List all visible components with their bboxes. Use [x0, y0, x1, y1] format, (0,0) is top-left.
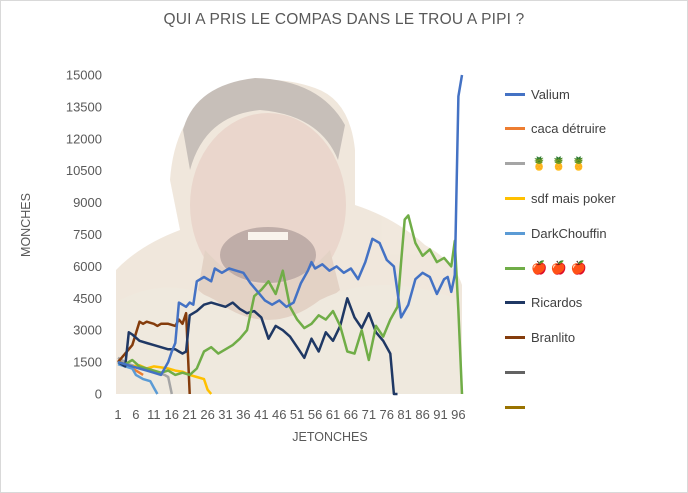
legend-item — [505, 397, 531, 417]
x-tick-label: 51 — [290, 407, 304, 422]
x-tick-label: 61 — [326, 407, 340, 422]
legend-swatch — [505, 301, 525, 305]
x-tick-label: 66 — [344, 407, 358, 422]
y-tick-label: 3000 — [73, 323, 102, 338]
x-tick-label: 91 — [433, 407, 447, 422]
legend-swatch — [505, 266, 525, 270]
x-tick-label: 26 — [200, 407, 214, 422]
legend-swatch — [505, 92, 525, 96]
x-tick-label: 6 — [132, 407, 139, 422]
y-tick-label: 4500 — [73, 291, 102, 306]
legend-label: caca détruire — [531, 121, 607, 137]
legend-swatch — [505, 370, 525, 374]
legend-label: 🍍 🍍 🍍 — [531, 155, 587, 171]
legend-swatch — [505, 231, 525, 235]
y-tick-label: 0 — [95, 387, 102, 402]
legend-item: 🍎 🍎 🍎 — [505, 258, 587, 278]
legend-label: Branlito — [531, 330, 576, 346]
y-tick-label: 9000 — [73, 195, 102, 210]
legend-item: caca détruire — [505, 119, 606, 139]
x-tick-label: 71 — [362, 407, 376, 422]
legend-item — [505, 362, 531, 382]
series-line-0 — [117, 74, 464, 377]
legend-label: Ricardos — [531, 295, 583, 311]
legend-swatch — [505, 196, 525, 200]
series-line-7 — [117, 311, 191, 395]
chart-title: QUI A PRIS LE COMPAS DANS LE TROU A PIPI… — [163, 11, 525, 28]
x-tick-label: 16 — [165, 407, 179, 422]
legend-label: Valium — [531, 86, 570, 102]
background-photo — [116, 78, 462, 394]
series-line-5 — [117, 214, 464, 395]
legend-item: 🍍 🍍 🍍 — [505, 154, 587, 174]
legend-item: Branlito — [505, 328, 575, 348]
legend-label: sdf mais poker — [531, 190, 616, 206]
legend-item: sdf mais poker — [505, 188, 616, 208]
legend-item: Ricardos — [505, 293, 582, 313]
legend-label: DarkChouffin — [531, 225, 607, 241]
x-tick-label: 56 — [308, 407, 322, 422]
x-tick-label: 81 — [397, 407, 411, 422]
legend-swatch — [505, 127, 525, 131]
x-tick-label: 36 — [236, 407, 250, 422]
x-tick-label: 21 — [182, 407, 196, 422]
legend-label: 🍎 🍎 🍎 — [531, 260, 587, 275]
y-tick-label: 13500 — [66, 99, 102, 114]
y-tick-label: 15000 — [66, 68, 102, 83]
x-tick-label: 46 — [272, 407, 286, 422]
x-tick-label: 86 — [415, 407, 429, 422]
x-tick-label: 1 — [114, 407, 121, 422]
x-tick-label: 31 — [218, 407, 232, 422]
x-tick-label: 11 — [147, 407, 161, 422]
y-tick-label: 12000 — [66, 131, 102, 146]
y-tick-label: 7500 — [73, 227, 102, 242]
x-tick-label: 96 — [451, 407, 465, 422]
x-axis-label: JETONCHES — [292, 430, 368, 444]
legend-item: Valium — [505, 84, 570, 104]
x-tick-label: 41 — [254, 407, 268, 422]
y-tick-label: 1500 — [73, 355, 102, 370]
legend-swatch — [505, 162, 525, 166]
legend-swatch — [505, 336, 525, 340]
y-tick-label: 10500 — [66, 163, 102, 178]
legend-item: DarkChouffin — [505, 223, 607, 243]
x-tick-label: 76 — [380, 407, 394, 422]
y-tick-label: 6000 — [73, 259, 102, 274]
legend-swatch — [505, 405, 525, 409]
